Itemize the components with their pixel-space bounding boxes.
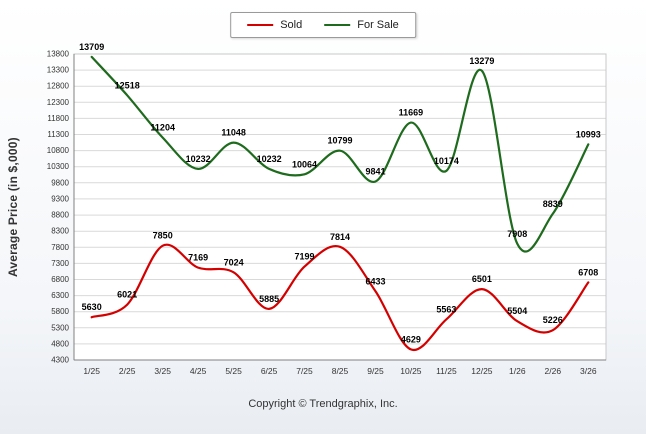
svg-text:7169: 7169 <box>188 253 208 263</box>
svg-text:7850: 7850 <box>153 231 173 241</box>
svg-text:10799: 10799 <box>327 136 352 146</box>
svg-text:10232: 10232 <box>186 154 211 164</box>
svg-text:7024: 7024 <box>224 257 244 267</box>
svg-text:10/25: 10/25 <box>400 366 422 376</box>
svg-text:13300: 13300 <box>47 66 70 75</box>
svg-text:8839: 8839 <box>543 199 563 209</box>
svg-text:11800: 11800 <box>47 114 69 123</box>
svg-text:11204: 11204 <box>150 123 175 133</box>
svg-text:8800: 8800 <box>51 211 69 220</box>
legend-label-for-sale: For Sale <box>357 19 399 31</box>
svg-text:6/25: 6/25 <box>261 366 278 376</box>
svg-text:10800: 10800 <box>47 146 70 155</box>
svg-text:8300: 8300 <box>51 227 69 236</box>
svg-text:7300: 7300 <box>51 259 69 268</box>
sold-line-swatch <box>247 24 274 26</box>
svg-text:7800: 7800 <box>51 243 69 252</box>
svg-text:5300: 5300 <box>51 323 69 332</box>
svg-text:4629: 4629 <box>401 334 421 344</box>
svg-text:5630: 5630 <box>82 302 102 312</box>
svg-text:5800: 5800 <box>51 307 69 316</box>
svg-text:1/25: 1/25 <box>83 366 100 376</box>
svg-text:11/25: 11/25 <box>436 366 457 376</box>
svg-text:2/26: 2/26 <box>545 366 562 376</box>
legend-item-for-sale: For Sale <box>324 19 399 31</box>
svg-text:5504: 5504 <box>507 306 527 316</box>
svg-text:13800: 13800 <box>47 50 70 59</box>
svg-text:11669: 11669 <box>399 108 424 118</box>
svg-text:12/25: 12/25 <box>471 366 493 376</box>
svg-text:1/26: 1/26 <box>509 366 526 376</box>
svg-text:5/25: 5/25 <box>225 366 242 376</box>
svg-text:5226: 5226 <box>543 315 563 325</box>
svg-text:9800: 9800 <box>51 178 69 187</box>
svg-text:6800: 6800 <box>51 275 69 284</box>
svg-text:9841: 9841 <box>365 167 385 177</box>
svg-text:10993: 10993 <box>576 129 601 139</box>
svg-text:9/25: 9/25 <box>367 366 384 376</box>
svg-text:3/26: 3/26 <box>580 366 597 376</box>
svg-text:10232: 10232 <box>257 154 282 164</box>
svg-text:5563: 5563 <box>436 304 456 314</box>
svg-text:6433: 6433 <box>365 276 385 286</box>
svg-text:7908: 7908 <box>507 229 527 239</box>
svg-text:8/25: 8/25 <box>332 366 349 376</box>
svg-text:4300: 4300 <box>51 356 69 365</box>
svg-text:6021: 6021 <box>117 290 137 300</box>
svg-text:13279: 13279 <box>469 56 494 66</box>
for-sale-line-swatch <box>324 24 351 26</box>
legend-item-sold: Sold <box>247 19 302 31</box>
svg-text:12518: 12518 <box>115 80 140 90</box>
svg-text:4800: 4800 <box>51 339 69 348</box>
svg-text:7814: 7814 <box>330 232 350 242</box>
svg-text:2/25: 2/25 <box>119 366 136 376</box>
svg-text:6300: 6300 <box>51 291 69 300</box>
svg-text:6708: 6708 <box>578 267 598 277</box>
svg-text:10174: 10174 <box>434 156 459 166</box>
svg-text:9300: 9300 <box>51 194 69 203</box>
y-axis-title: Average Price (in $,000) <box>6 137 20 277</box>
svg-text:7199: 7199 <box>294 252 314 262</box>
svg-text:6501: 6501 <box>472 274 492 284</box>
line-chart-svg: 4300 4800 5300 5800 6300 6800 7300 7800 8300 8800… <box>47 42 607 376</box>
svg-text:7/25: 7/25 <box>296 366 313 376</box>
chart-area: 4300 4800 5300 5800 6300 6800 7300 7800 8300 8800… <box>34 40 614 392</box>
svg-text:11300: 11300 <box>47 130 69 139</box>
copyright-text: Copyright © Trendgraphix, Inc. <box>248 398 398 410</box>
svg-text:10064: 10064 <box>292 159 317 169</box>
svg-text:10300: 10300 <box>47 162 70 171</box>
legend-label-sold: Sold <box>280 19 303 31</box>
svg-text:3/25: 3/25 <box>154 366 171 376</box>
svg-text:4/25: 4/25 <box>190 366 207 376</box>
svg-text:5885: 5885 <box>259 294 279 304</box>
svg-text:12800: 12800 <box>47 82 70 91</box>
legend: Sold For Sale <box>230 12 416 38</box>
svg-text:13709: 13709 <box>79 42 104 52</box>
svg-text:12300: 12300 <box>47 98 70 107</box>
svg-text:11048: 11048 <box>221 128 246 138</box>
